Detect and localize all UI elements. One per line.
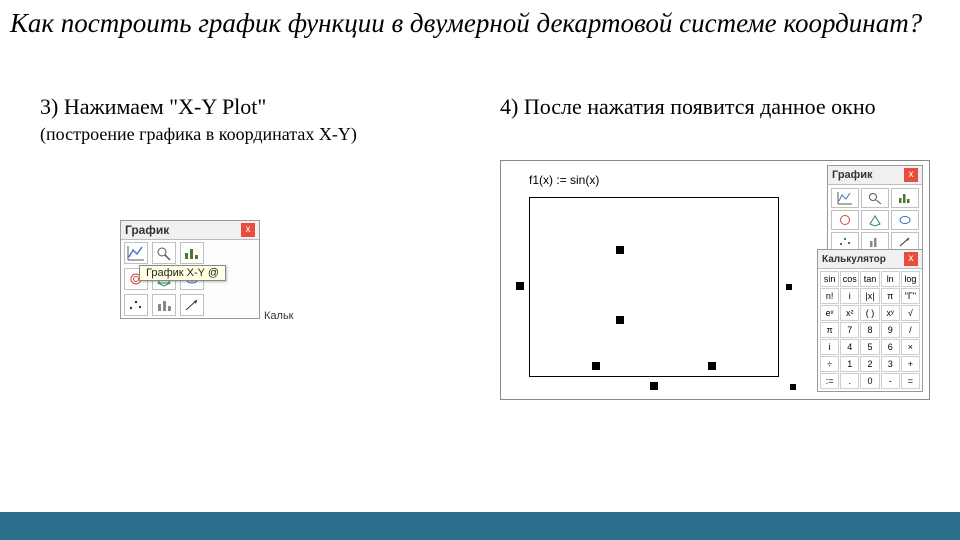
calc-key[interactable]: π xyxy=(820,322,839,338)
close-icon[interactable]: x xyxy=(904,168,918,182)
graph-toolbox: График x График X-Y xyxy=(120,220,260,319)
vector-plot-button[interactable] xyxy=(180,294,204,316)
graph-palette-title: График xyxy=(832,169,873,181)
bar-chart-button[interactable] xyxy=(180,242,204,264)
xy-plot-placeholder[interactable] xyxy=(529,197,779,377)
calc-key[interactable]: tan xyxy=(860,271,879,287)
calc-key[interactable]: 0 xyxy=(860,373,879,389)
close-icon[interactable]: x xyxy=(241,223,255,237)
calc-key[interactable]: 6 xyxy=(881,339,900,355)
calc-key[interactable]: × xyxy=(901,339,920,355)
calc-key[interactable]: cos xyxy=(840,271,859,287)
calc-key[interactable]: 7 xyxy=(840,322,859,338)
calc-key[interactable]: 4 xyxy=(840,339,859,355)
calc-key[interactable]: 9 xyxy=(881,322,900,338)
calc-palette-header: Калькулятор x xyxy=(818,250,922,269)
calc-key[interactable]: := xyxy=(820,373,839,389)
pg-xy-icon[interactable] xyxy=(831,188,859,208)
calc-key[interactable]: n! xyxy=(820,288,839,304)
pg-surface-icon[interactable] xyxy=(861,210,889,230)
calc-key[interactable]: / xyxy=(901,322,920,338)
3d-bar-button[interactable] xyxy=(152,294,176,316)
3d-scatter-button[interactable] xyxy=(124,294,148,316)
calc-key[interactable]: ÷ xyxy=(820,356,839,372)
corner-handle[interactable] xyxy=(790,384,796,390)
x-right-placeholder[interactable] xyxy=(708,362,716,370)
step3-subtitle: (построение графика в координатах X-Y) xyxy=(40,124,357,145)
calc-key[interactable]: ln xyxy=(881,271,900,287)
graph-palette: График x xyxy=(827,165,923,256)
step4-heading: 4) После нажатия появится данное окно xyxy=(500,94,876,120)
toolbox-title: График xyxy=(125,223,169,237)
calc-key[interactable]: - xyxy=(881,373,900,389)
calc-key[interactable]: √ xyxy=(901,305,920,321)
close-icon[interactable]: x xyxy=(904,252,918,266)
calc-key[interactable]: 3 xyxy=(881,356,900,372)
calc-key[interactable]: i xyxy=(840,288,859,304)
x-axis-placeholder[interactable] xyxy=(650,382,658,390)
pg-bar-icon[interactable] xyxy=(891,188,919,208)
calc-key[interactable]: "Γ" xyxy=(901,288,920,304)
graph-palette-body xyxy=(828,185,922,255)
calc-key[interactable]: sin xyxy=(820,271,839,287)
toolbox-row-1 xyxy=(121,240,259,266)
calc-key[interactable]: x² xyxy=(840,305,859,321)
toolbox-row-3 xyxy=(121,292,259,318)
calc-key[interactable]: ( ) xyxy=(860,305,879,321)
step3-heading: 3) Нажимаем "X-Y Plot" xyxy=(40,94,266,120)
right-mid-handle[interactable] xyxy=(786,284,792,290)
calc-key[interactable]: log xyxy=(901,271,920,287)
calc-key[interactable]: = xyxy=(901,373,920,389)
pg-zoom-icon[interactable] xyxy=(861,188,889,208)
graph-palette-header: График x xyxy=(828,166,922,185)
y-top-placeholder[interactable] xyxy=(616,246,624,254)
calculator-palette: Калькулятор x sincostanlnlogn!i|x|π"Γ"eˣ… xyxy=(817,249,923,392)
toolbox-header: График x xyxy=(121,221,259,240)
slide-bottom-bar xyxy=(0,512,960,540)
xy-plot-button[interactable] xyxy=(124,242,148,264)
calc-palette-title: Калькулятор xyxy=(822,254,886,265)
calc-key[interactable]: 8 xyxy=(860,322,879,338)
calc-key[interactable]: 5 xyxy=(860,339,879,355)
calc-grid: sincostanlnlogn!i|x|π"Γ"eˣx²( )xʸ√π789/i… xyxy=(818,269,922,391)
formula-text: f1(x) := sin(x) xyxy=(529,173,599,187)
calc-key[interactable]: . xyxy=(840,373,859,389)
page-title: Как построить график функции в двумерной… xyxy=(10,8,950,39)
calc-key[interactable]: 2 xyxy=(860,356,879,372)
pg-contour-icon[interactable] xyxy=(891,210,919,230)
y-bot-placeholder[interactable] xyxy=(616,316,624,324)
y-axis-placeholder[interactable] xyxy=(516,282,524,290)
calc-label-fragment: Кальк xyxy=(264,310,294,322)
zoom-button[interactable] xyxy=(152,242,176,264)
xy-plot-tooltip: График X-Y @ xyxy=(139,265,226,281)
calc-key[interactable]: |x| xyxy=(860,288,879,304)
calc-key[interactable]: xʸ xyxy=(881,305,900,321)
calc-key[interactable]: + xyxy=(901,356,920,372)
calc-key[interactable]: 1 xyxy=(840,356,859,372)
result-window: f1(x) := sin(x) График x Кальк xyxy=(500,160,930,400)
pg-polar-icon[interactable] xyxy=(831,210,859,230)
x-left-placeholder[interactable] xyxy=(592,362,600,370)
calc-key[interactable]: i xyxy=(820,339,839,355)
calc-key[interactable]: π xyxy=(881,288,900,304)
calc-key[interactable]: eˣ xyxy=(820,305,839,321)
